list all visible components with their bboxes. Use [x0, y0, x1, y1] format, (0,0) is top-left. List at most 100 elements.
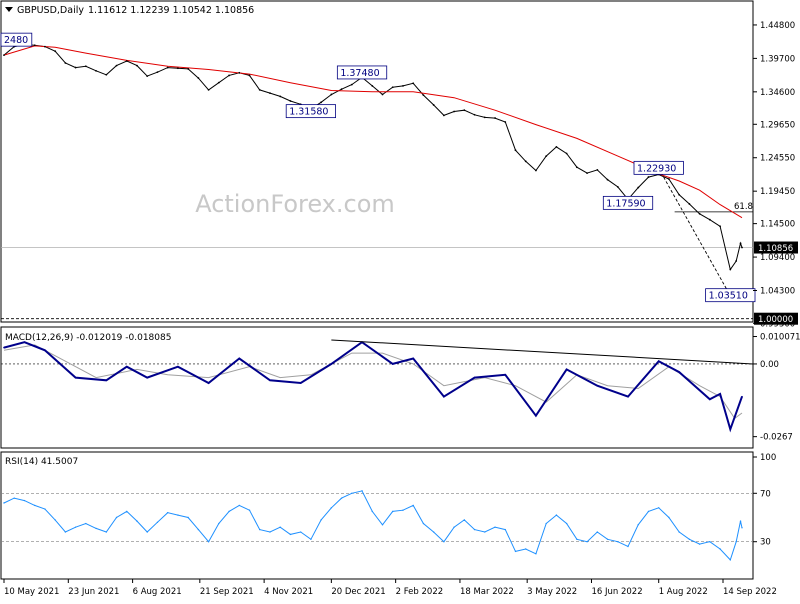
- price-point-56: [575, 166, 578, 169]
- price-point-9: [95, 69, 97, 72]
- macd-point-3: [74, 376, 77, 379]
- macd-point-14: [391, 363, 394, 365]
- annotation-box-4: [602, 195, 654, 210]
- price-point-46: [473, 113, 476, 116]
- price-point-34: [350, 83, 353, 86]
- price-point-11: [115, 64, 118, 67]
- macd-point-27: [729, 428, 732, 431]
- price-point-43: [442, 114, 445, 117]
- price-ytick-6: 1.14500: [760, 220, 795, 230]
- annotation-label-5: 1.03510: [709, 291, 748, 302]
- price-point-67: [688, 203, 691, 205]
- price-point-14: [146, 75, 149, 77]
- macd-ytick-2: -0.0267: [760, 433, 793, 443]
- rsi-point-7: [74, 526, 77, 528]
- price-point-25: [258, 88, 261, 91]
- macd-point-22: [627, 395, 629, 398]
- macd-point-7: [177, 365, 179, 368]
- rsi-point-56: [576, 538, 578, 540]
- annotation-label-0: 2480: [4, 35, 28, 46]
- level-price-label: 1.00000: [758, 315, 793, 325]
- xtick-4: 4 Nov 2021: [264, 587, 313, 597]
- dropdown-triangle-icon[interactable]: [5, 7, 13, 12]
- price-ytick-8: 1.04300: [760, 287, 795, 297]
- macd-point-15: [412, 357, 414, 360]
- rsi-ytick-1: 70: [760, 489, 771, 499]
- rsi-point-49: [504, 528, 506, 531]
- price-point-57: [586, 172, 588, 175]
- price-point-16: [166, 66, 169, 69]
- price-point-23: [238, 71, 241, 74]
- rsi-point-23: [238, 504, 240, 507]
- rsi-point-21: [218, 522, 220, 525]
- price-ytick-7: 1.09400: [760, 253, 795, 263]
- price-point-72: [735, 260, 738, 262]
- price-point-40: [412, 82, 415, 85]
- rsi-point-50: [514, 550, 517, 553]
- price-point-10: [105, 73, 108, 76]
- price-point-49: [504, 121, 507, 123]
- price-point-45: [463, 109, 466, 112]
- price-point-39: [402, 85, 404, 87]
- price-point-44: [453, 110, 456, 113]
- rsi-point-33: [340, 497, 343, 499]
- rsi-point-2: [23, 499, 26, 502]
- price-point-28: [289, 100, 292, 102]
- price-point-63: [647, 176, 650, 178]
- rsi-point-10: [105, 531, 107, 533]
- rsi-point-22: [228, 510, 230, 513]
- macd-point-5: [125, 365, 128, 368]
- rsi-point-63: [647, 510, 650, 513]
- rsi-panel-frame: [0, 451, 754, 580]
- rsi-point-11: [115, 516, 118, 519]
- rsi-point-28: [289, 533, 292, 536]
- rsi-point-46: [473, 528, 476, 531]
- rsi-point-54: [555, 514, 558, 516]
- price-point-37: [381, 93, 384, 96]
- price-point-65: [668, 178, 670, 180]
- xtick-6: 2 Feb 2022: [396, 587, 444, 597]
- price-point-21: [217, 81, 220, 84]
- ohlc-values: 1.11612 1.12239 1.10542 1.10856: [88, 5, 254, 16]
- price-point-17: [177, 67, 179, 70]
- level-price-box: [754, 312, 798, 325]
- rsi-ytick-0: 100: [760, 453, 776, 463]
- price-ytick-3: 1.29650: [760, 120, 795, 130]
- annotation-box-0: [0, 32, 33, 47]
- rsi-point-55: [565, 522, 568, 525]
- rsi-point-66: [678, 531, 680, 533]
- macd-point-28: [741, 395, 743, 398]
- price-point-53: [545, 155, 548, 157]
- rsi-point-70: [719, 548, 721, 550]
- price-point-68: [698, 212, 701, 215]
- xtick-2: 6 Aug 2021: [133, 587, 182, 597]
- macd-point-4: [105, 379, 108, 382]
- panel-frames: [0, 0, 754, 580]
- rsi-point-51: [525, 548, 527, 550]
- rsi-point-41: [422, 522, 425, 525]
- price-point-62: [637, 186, 640, 189]
- macd-series: [1, 339, 754, 433]
- price-point-0: [3, 54, 5, 57]
- xtick-5: 20 Dec 2021: [331, 587, 385, 597]
- rsi-point-69: [709, 541, 711, 543]
- macd-point-0: [3, 346, 5, 349]
- rsi-point-68: [698, 543, 701, 545]
- symbol-label: GBPUSD,Daily: [17, 5, 84, 16]
- price-point-55: [565, 152, 568, 155]
- price-point-60: [616, 186, 619, 188]
- rsi-point-53: [545, 522, 547, 525]
- rsi-point-58: [596, 531, 599, 533]
- rsi-point-14: [146, 531, 148, 533]
- macd-ytick-1: 0.00: [760, 360, 779, 370]
- xtick-11: 14 Sep 2022: [723, 587, 777, 597]
- price-point-66: [678, 193, 681, 196]
- rsi-point-19: [197, 528, 200, 531]
- price-ytick-1: 1.39700: [760, 54, 795, 64]
- price-point-22: [228, 74, 230, 77]
- rsi-point-31: [320, 519, 322, 521]
- rsi-point-47: [484, 531, 486, 533]
- rsi-point-24: [248, 509, 251, 511]
- macd-point-8: [207, 382, 210, 384]
- rsi-point-5: [54, 519, 56, 521]
